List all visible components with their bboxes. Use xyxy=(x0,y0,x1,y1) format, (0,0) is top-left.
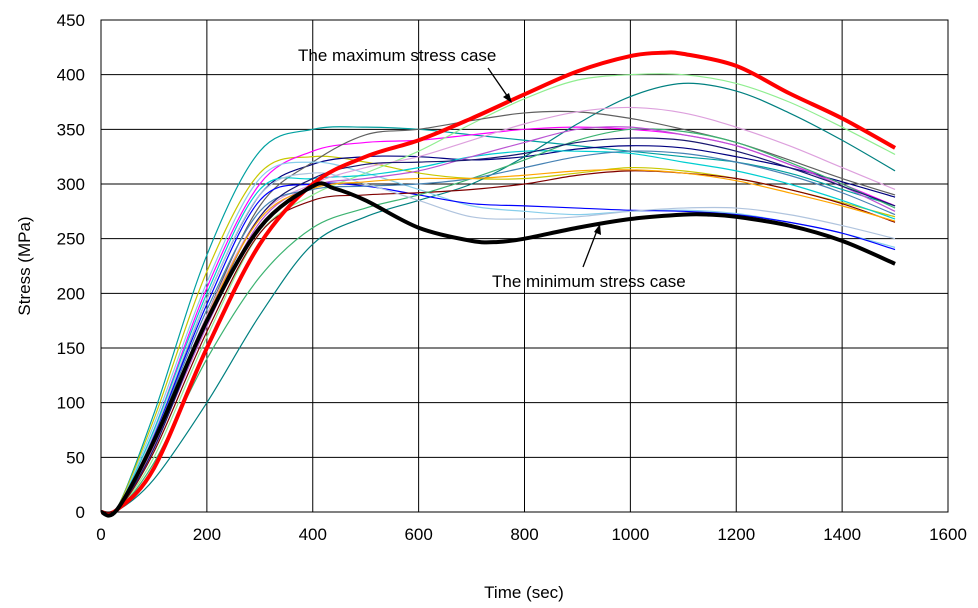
annotation-max-arrowhead xyxy=(503,93,512,103)
annotation-min-label: The minimum stress case xyxy=(492,272,686,291)
y-axis-title: Stress (MPa) xyxy=(15,216,34,315)
annotation-max-label: The maximum stress case xyxy=(298,46,496,65)
annotation-min-arrow xyxy=(582,227,599,268)
series-line xyxy=(100,137,896,516)
x-axis-title: Time (sec) xyxy=(484,583,564,602)
x-tick-label: 1400 xyxy=(823,525,861,544)
series-line-min-stress xyxy=(100,181,896,518)
series-layer xyxy=(100,50,897,518)
x-tick-label: 0 xyxy=(96,525,105,544)
x-tick-labels: 0 200 400 600 800 1000 1200 1400 1600 xyxy=(96,525,967,544)
y-tick-label: 450 xyxy=(57,11,85,30)
x-tick-label: 1600 xyxy=(929,525,967,544)
y-tick-label: 250 xyxy=(57,230,85,249)
series-line xyxy=(100,170,896,517)
x-tick-label: 600 xyxy=(404,525,432,544)
series-line xyxy=(100,182,896,517)
x-tick-label: 800 xyxy=(510,525,538,544)
series-line xyxy=(100,145,896,517)
series-line xyxy=(100,172,896,517)
y-tick-label: 350 xyxy=(57,120,85,139)
x-tick-label: 1000 xyxy=(611,525,649,544)
y-tick-label: 200 xyxy=(57,284,85,303)
annotation-min-arrowhead xyxy=(594,224,601,235)
x-tick-label: 1200 xyxy=(717,525,755,544)
y-tick-label: 150 xyxy=(57,339,85,358)
series-line xyxy=(100,82,896,515)
series-line xyxy=(100,106,896,517)
series-line-max-stress xyxy=(100,50,897,516)
series-line xyxy=(100,126,896,516)
x-tick-label: 400 xyxy=(299,525,327,544)
series-line xyxy=(100,73,896,516)
series-line xyxy=(100,150,896,517)
plot-frame xyxy=(100,19,949,513)
y-tick-label: 300 xyxy=(57,175,85,194)
y-tick-label: 400 xyxy=(57,66,85,85)
y-tick-label: 0 xyxy=(76,503,85,522)
series-line xyxy=(100,161,896,518)
y-tick-labels: 0 50 100 150 200 250 300 350 400 450 xyxy=(57,11,85,522)
y-tick-label: 50 xyxy=(66,448,85,467)
annotation-max-arrow xyxy=(487,67,511,101)
y-tick-label: 100 xyxy=(57,394,85,413)
series-line xyxy=(100,150,896,518)
annotations: The maximum stress case The minimum stre… xyxy=(298,46,686,291)
x-tick-label: 200 xyxy=(193,525,221,544)
